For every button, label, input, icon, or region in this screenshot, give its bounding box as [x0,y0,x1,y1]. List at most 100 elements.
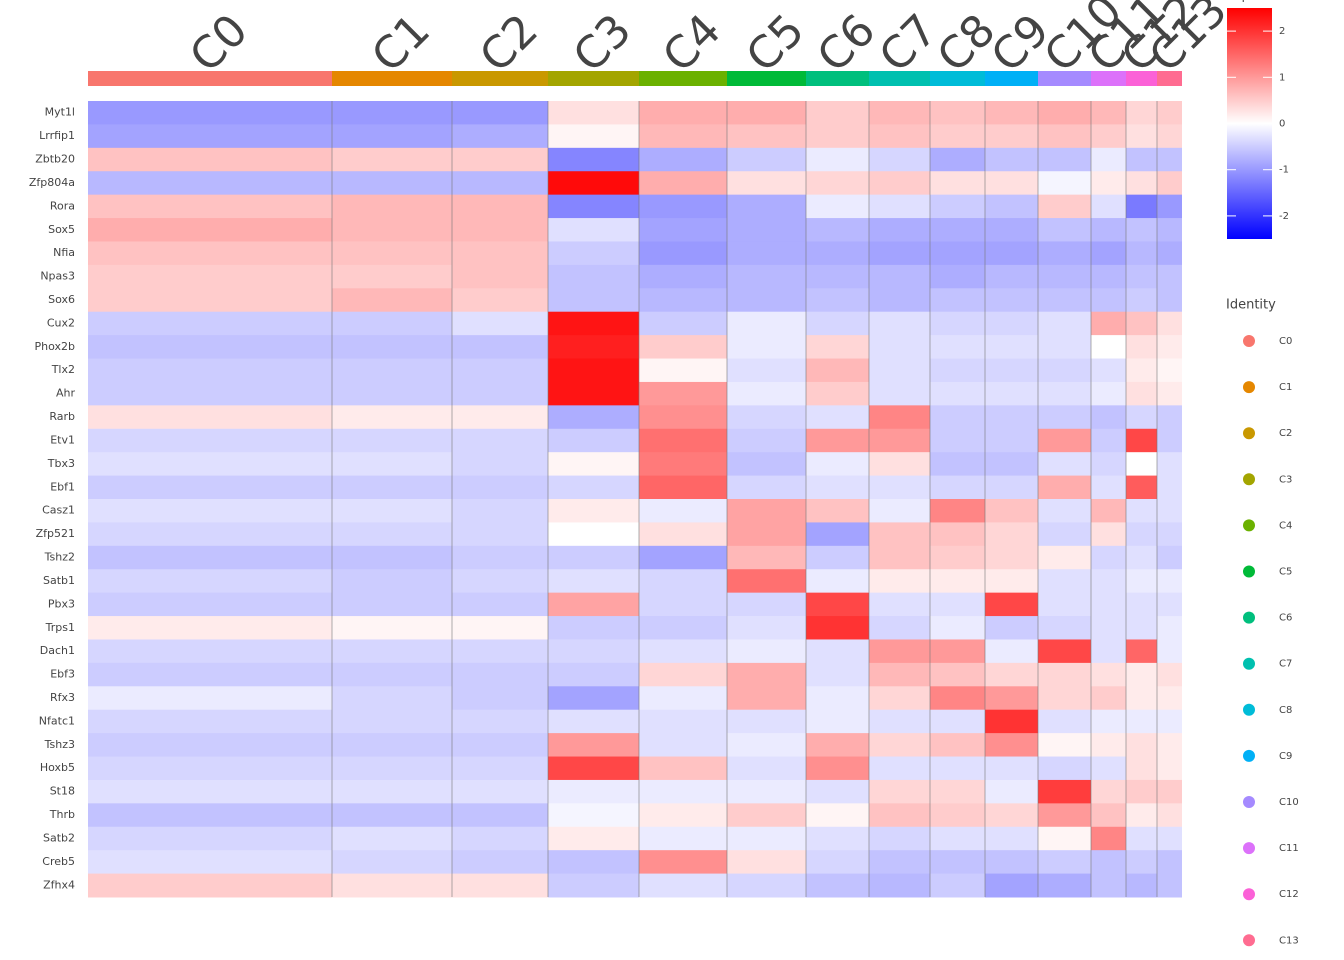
heatmap-cell [1157,288,1182,313]
heatmap-cell [1038,662,1091,687]
heatmap-cell [727,639,806,664]
heatmap-cell [548,662,639,687]
heatmap-cell [869,522,930,547]
heatmap-cell [1091,288,1126,313]
legend-label: C7 [1279,659,1292,670]
heatmap-cell [869,662,930,687]
heatmap-cell [727,218,806,242]
heatmap-cell [727,428,806,453]
heatmap-cell [548,311,639,336]
heatmap-cell [930,662,985,687]
heatmap-cell [806,147,869,172]
heatmap-cell [1038,147,1091,172]
row-label: Casz1 [42,504,75,517]
heatmap-cell [639,381,727,406]
row-label: Tshz3 [44,738,75,751]
heatmap-cell [1126,545,1157,570]
heatmap-cell [1038,639,1091,664]
heatmap-cell [1157,452,1182,477]
heatmap-cell [930,405,985,430]
heatmap-cell [1091,381,1126,406]
heatmap-cell [869,545,930,570]
heatmap-cell [1126,241,1157,266]
heatmap-cell [869,779,930,804]
heatmap-cell [548,616,639,640]
heatmap-cell [332,592,452,617]
cluster-bar [452,71,548,86]
heatmap-cell [639,288,727,313]
cluster-label: C5 [737,5,815,83]
heatmap-cell [806,545,869,570]
heatmap-cell [1091,218,1126,242]
heatmap-cell [727,147,806,172]
heatmap-cell [88,686,332,711]
row-label: Lrrfip1 [39,129,75,142]
legend-dot [1243,888,1255,901]
cluster-bar [548,71,639,86]
heatmap-cell [1157,311,1182,336]
heatmap-cell [1157,264,1182,289]
heatmap-cell [88,288,332,313]
heatmap-cell [548,428,639,453]
heatmap-cell [869,639,930,664]
heatmap-cell [930,499,985,523]
heatmap-cell [639,733,727,758]
cluster-label: C3 [564,5,642,83]
heatmap-cell [639,358,727,383]
heatmap-cell [639,756,727,781]
heatmap-cell [727,264,806,289]
row-label: Tbx3 [47,457,75,470]
heatmap-cell [332,358,452,383]
cluster-bar [639,71,727,86]
heatmap-cell [639,101,727,125]
heatmap-cell [1038,288,1091,313]
heatmap-cell [639,405,727,430]
heatmap-cell [1126,709,1157,734]
heatmap-cell [1038,756,1091,781]
heatmap-cell [1126,779,1157,804]
heatmap-cell [727,358,806,383]
heatmap-cell [452,826,548,851]
heatmap-cell [548,733,639,758]
legend-dot [1243,657,1255,670]
heatmap-cell [869,405,930,430]
heatmap-cell [1038,499,1091,523]
heatmap-cell [452,779,548,804]
heatmap-cell [88,194,332,219]
heatmap-cell [1157,358,1182,383]
heatmap-cell [88,171,332,196]
heatmap-cell [806,288,869,313]
heatmap-cell [985,733,1038,758]
heatmap-cell [639,428,727,453]
heatmap-cell [806,686,869,711]
heatmap-cell [332,756,452,781]
row-label: Thrb [49,808,75,821]
heatmap-cell [1126,826,1157,851]
heatmap-cell [1157,662,1182,687]
heatmap-cell [869,218,930,242]
heatmap-cell [1091,616,1126,640]
heatmap-cell [1091,241,1126,266]
heatmap-cell [1126,756,1157,781]
legend-label: C8 [1279,705,1292,716]
row-label: Pbx3 [48,597,75,610]
heatmap-cell [452,218,548,242]
heatmap-cell [548,358,639,383]
heatmap-cell [332,850,452,875]
heatmap-cell [1091,475,1126,500]
heatmap-cell [332,826,452,851]
heatmap-cell [88,569,332,594]
heatmap-cell [1038,311,1091,336]
heatmap-cell [806,499,869,523]
heatmap-cell [930,381,985,406]
heatmap-cell [985,873,1038,898]
heatmap-cell [727,452,806,477]
heatmap-cell [332,264,452,289]
heatmap-cell [727,686,806,711]
heatmap-cell [869,569,930,594]
heatmap-cell [452,616,548,640]
row-label: St18 [50,785,75,798]
heatmap-cell [452,803,548,828]
heatmap-cell [88,616,332,640]
legend-label: C11 [1279,843,1299,854]
